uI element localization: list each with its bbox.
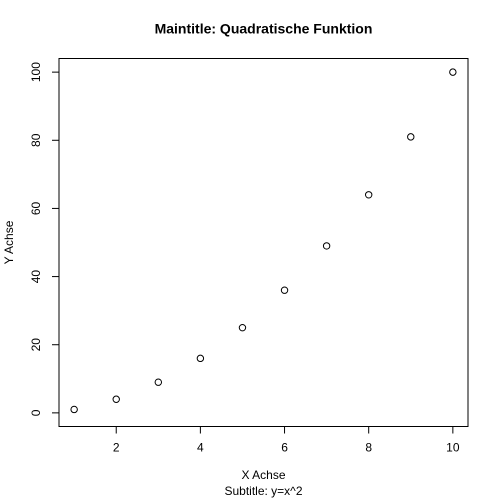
chart-title: Maintitle: Quadratische Funktion [155, 21, 373, 37]
x-axis-label: X Achse [241, 468, 285, 482]
y-tick-label: 40 [29, 270, 43, 284]
y-tick-label: 0 [29, 409, 43, 416]
x-tick-label: 4 [197, 441, 204, 455]
x-tick-label: 6 [281, 441, 288, 455]
y-tick-label: 20 [29, 338, 43, 352]
y-tick-label: 100 [29, 62, 43, 82]
point [449, 68, 457, 76]
point [280, 286, 289, 294]
y-tick-label: 60 [29, 201, 43, 215]
y-tick-label: 80 [29, 133, 43, 147]
chart-subtitle: Subtitle: y=x^2 [224, 484, 302, 498]
plot-box [58, 58, 469, 427]
point [238, 323, 247, 332]
point [154, 378, 163, 386]
point [196, 354, 205, 363]
x-tick-label: 8 [365, 441, 372, 455]
point [112, 395, 120, 403]
x-tick-label: 2 [113, 441, 120, 455]
point [407, 133, 415, 141]
x-tick-label: 10 [446, 441, 460, 455]
y-axis-label: Y Achse [2, 220, 16, 264]
point [70, 405, 78, 414]
point [322, 242, 331, 250]
point [364, 191, 373, 199]
